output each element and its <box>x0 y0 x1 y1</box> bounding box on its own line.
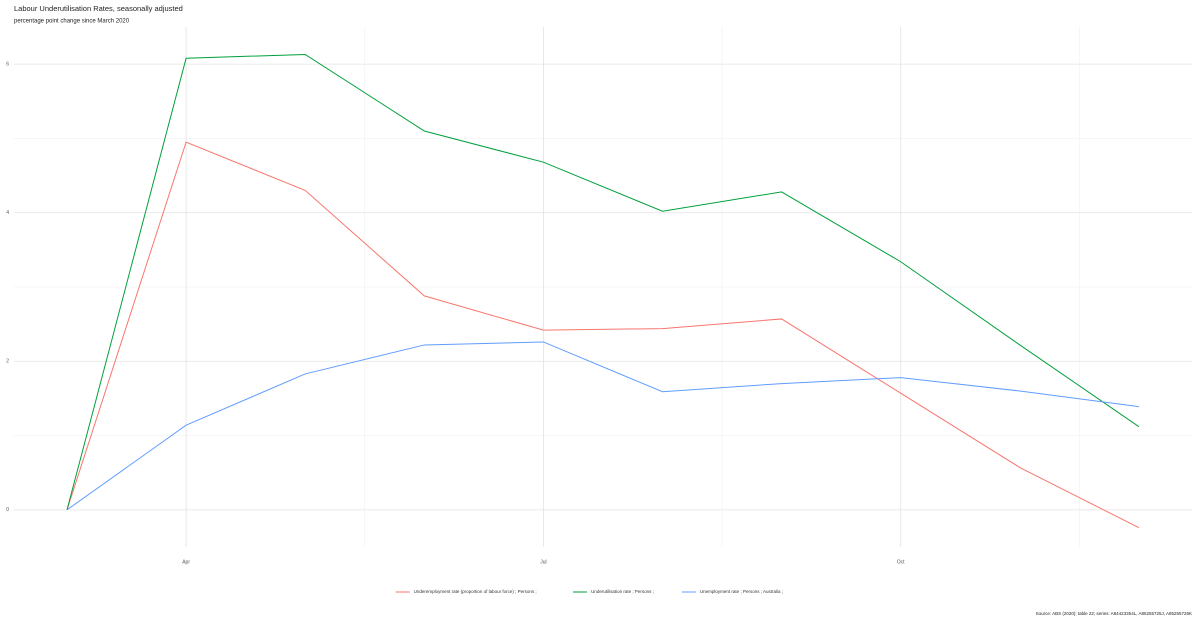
x-tick-label: Oct <box>897 559 905 565</box>
legend-label: Unemployment rate ; Persons ; Australia … <box>700 589 783 594</box>
y-tick-label: 4 <box>6 210 9 216</box>
series-line <box>66 53 1140 510</box>
y-tick-label: 0 <box>6 507 9 513</box>
y-tick-label: 2 <box>6 359 9 365</box>
y-tick-label: 6 <box>6 61 9 67</box>
x-tick-label: Apr <box>182 559 190 565</box>
legend-label: Underutilisation rate ; Persons ; <box>591 589 654 594</box>
x-tick-label: Jul <box>540 559 546 565</box>
chart-subtitle: percentage point change since March 2020 <box>14 19 130 25</box>
caption: Source: ABS (2020); table 22; series: A8… <box>1036 611 1192 616</box>
series-line <box>66 141 1140 529</box>
legend-label: Underemployment rate (proportion of labo… <box>414 589 537 594</box>
series-line <box>66 341 1139 511</box>
chart-title: Labour Underutilisation Rates, seasonall… <box>14 4 183 13</box>
